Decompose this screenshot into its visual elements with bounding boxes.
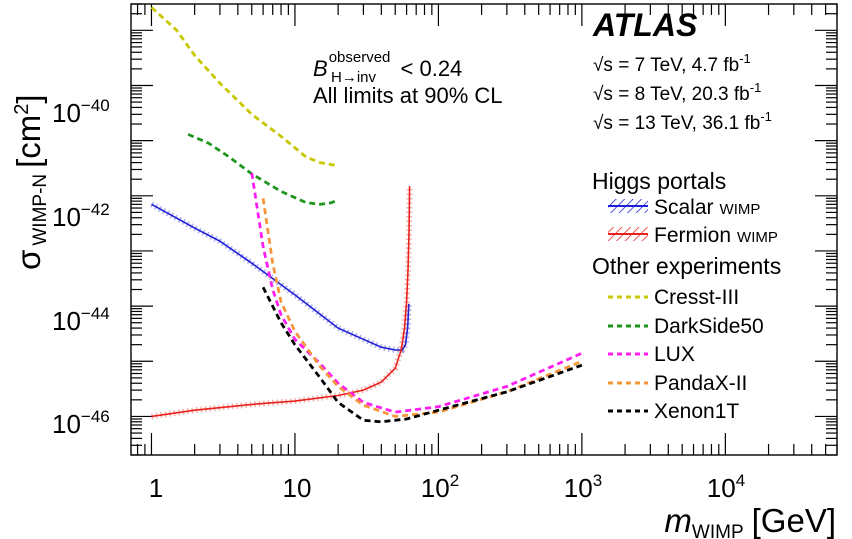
x-tick-label-100: 102 <box>421 471 459 503</box>
legend-label-xenon: Xenon1T <box>654 400 739 423</box>
legend-label-pandax: PandaX-II <box>654 372 747 395</box>
series-line-fermion-wimp <box>151 186 411 418</box>
energy-8-text: = 8 TeV, 20.3 fb <box>613 84 750 105</box>
legend-item-pandax: PandaX-II <box>608 372 747 395</box>
energy-line-7tev: √s = 7 TeV, 4.7 fb-1 <box>593 51 751 76</box>
y-axis-unit: [cm <box>10 115 47 168</box>
y-tick-label-1e-40: 10−40 <box>52 96 110 128</box>
energy-line-8tev: √s = 8 TeV, 20.3 fb-1 <box>593 80 761 105</box>
cl-text: All limits at 90% CL <box>313 83 503 108</box>
legend-scalar-name: Scalar <box>654 196 714 219</box>
x-tick-labels: 1 10 102 103 104 <box>149 471 745 503</box>
legend-scalar-suffix: WIMP <box>720 201 761 218</box>
legend-item-fermion: Fermion WIMP <box>608 224 778 247</box>
x-axis-sub: WIMP <box>692 522 744 539</box>
y-tick-44-base: 10 <box>52 306 81 336</box>
series-line-cresst-iii <box>150 6 339 168</box>
series-line-darkside50 <box>187 133 339 206</box>
legend-item-xenon: Xenon1T <box>608 400 739 423</box>
x-axis-unit: [GeV] <box>752 502 836 539</box>
limit-curves <box>150 6 583 424</box>
limit-sup: observed <box>329 49 391 66</box>
y-tick-46-exp: −46 <box>81 407 110 426</box>
legend-label-cresst: Cresst-III <box>654 286 739 309</box>
series-line-scalar-wimp <box>151 203 410 351</box>
y-tick-40-base: 10 <box>52 98 81 128</box>
axis-ticks <box>131 3 838 456</box>
x-tick-1000-exp: 3 <box>593 471 602 490</box>
legend-label-lux: LUX <box>654 343 695 366</box>
energy-13-exp: -1 <box>760 109 772 124</box>
legend-label-darkside: DarkSide50 <box>654 315 764 338</box>
energy-13-sqrt: √s <box>593 113 613 134</box>
legend-label-scalar: Scalar WIMP <box>654 196 760 219</box>
y-axis-main: σ <box>10 250 47 270</box>
y-tick-label-1e-42: 10−42 <box>52 200 110 232</box>
energy-7-sqrt: √s <box>593 55 613 76</box>
x-tick-label-1: 1 <box>149 473 163 503</box>
y-tick-40-exp: −40 <box>81 96 110 115</box>
plot-frame <box>130 3 838 456</box>
y-tick-label-1e-44: 10−44 <box>52 304 110 336</box>
x-axis-title: mWIMP [GeV] <box>664 502 836 539</box>
energy-7-exp: -1 <box>739 51 751 66</box>
limit-subscript: H→inv <box>331 69 377 86</box>
x-tick-10000-base: 10 <box>707 473 736 503</box>
legend-item-cresst: Cresst-III <box>608 286 739 309</box>
experiment-label: ATLAS <box>592 7 698 43</box>
x-tick-1000-base: 10 <box>564 473 593 503</box>
x-tick-label-10000: 104 <box>707 471 745 503</box>
legend-group-higgs-portals: Higgs portals <box>592 168 726 194</box>
x-tick-100-base: 10 <box>421 473 450 503</box>
legend-item-scalar: Scalar WIMP <box>608 196 760 219</box>
y-axis-sub: WIMP-N <box>30 174 51 246</box>
legend-item-lux: LUX <box>608 343 695 366</box>
y-axis-title: σ WIMP-N [cm2] <box>10 94 51 270</box>
y-tick-42-exp: −42 <box>81 200 110 219</box>
legend-group-other-experiments: Other experiments <box>592 253 781 279</box>
y-axis-unit-close: ] <box>10 94 47 103</box>
x-tick-label-1000: 103 <box>564 471 602 503</box>
x-tick-label-10: 10 <box>283 473 312 503</box>
x-tick-100-exp: 2 <box>450 471 459 490</box>
legend-fermion-suffix: WIMP <box>737 229 778 246</box>
limit-value: < 0.24 <box>394 56 462 81</box>
y-tick-42-base: 10 <box>52 202 81 232</box>
x-tick-10000-exp: 4 <box>736 471 745 490</box>
y-tick-46-base: 10 <box>52 409 81 439</box>
energy-13-text: = 13 TeV, 36.1 fb <box>613 113 760 134</box>
legend-label-fermion: Fermion WIMP <box>654 224 778 247</box>
energy-line-13tev: √s = 13 TeV, 36.1 fb-1 <box>593 109 772 134</box>
y-tick-44-exp: −44 <box>81 304 110 323</box>
energy-8-sqrt: √s <box>593 84 613 105</box>
legend-item-darkside: DarkSide50 <box>608 315 764 338</box>
energy-7-text: = 7 TeV, 4.7 fb <box>613 55 739 76</box>
legend: Higgs portals Scalar WIMP Fermion WIMP Oth… <box>592 168 781 423</box>
series-line-pandax-ii <box>261 198 583 418</box>
y-tick-label-1e-46: 10−46 <box>52 407 110 439</box>
series-line-lux <box>250 172 583 414</box>
y-axis-unit-exp: 2 <box>11 104 33 115</box>
energy-8-exp: -1 <box>750 80 762 95</box>
legend-fermion-name: Fermion <box>654 224 731 247</box>
x-axis-main: m <box>664 502 692 539</box>
branching-limit: Bobserved < 0.24 <box>313 49 462 81</box>
limit-B: B <box>313 56 328 81</box>
y-tick-labels: 10−46 10−44 10−42 10−40 <box>52 96 110 439</box>
